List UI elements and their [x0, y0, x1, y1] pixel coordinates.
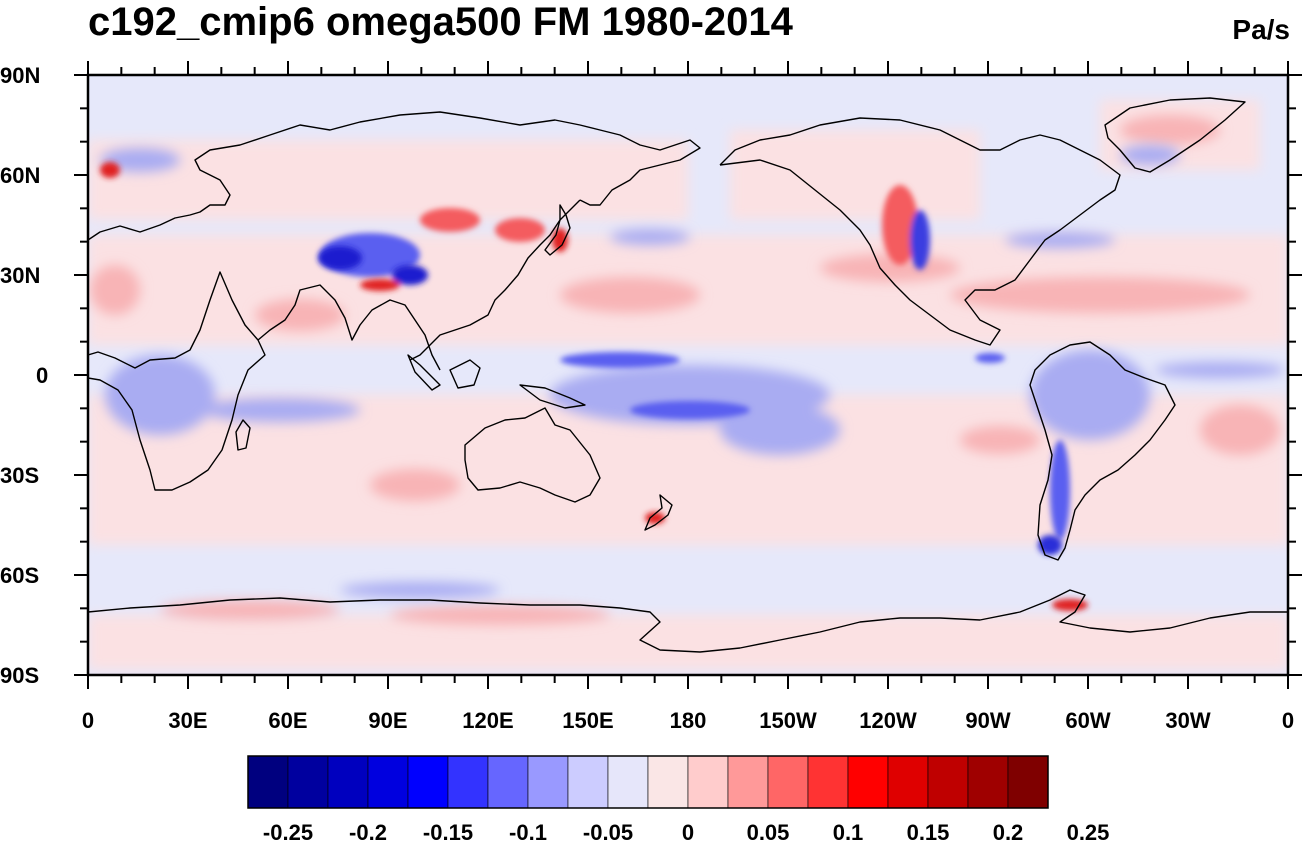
colorbar-label: 0.1: [833, 820, 864, 845]
colorbar-label: -0.2: [349, 820, 387, 845]
lat-label: 90S: [0, 663, 39, 688]
colorbar-label: -0.05: [583, 820, 633, 845]
colorbar-swatch: [687, 755, 729, 809]
colorbar-swatch: [887, 755, 929, 809]
colorbar-swatch: [247, 755, 289, 809]
lat-label: 90N: [0, 63, 40, 88]
ascent-regions: [100, 145, 1285, 598]
colorbar-swatch: [967, 755, 1009, 809]
colorbar-label: -0.25: [263, 820, 313, 845]
axis-ticks: [74, 61, 1302, 689]
coastline-japan: [544, 204, 571, 256]
lon-label: 60W: [1065, 708, 1110, 733]
colorbar-swatch: [287, 755, 329, 809]
coastline-east-asia: [409, 199, 581, 361]
coastline-australia: [464, 407, 601, 503]
colorbar-label: 0.15: [907, 820, 950, 845]
map-title: c192_cmip6 omega500 FM 1980-2014: [88, 0, 793, 44]
colorbar-frame: [247, 755, 1049, 809]
colorbar-swatch: [1007, 755, 1049, 809]
coastline-antarctica: [88, 589, 1288, 653]
coastline-sumatra: [407, 354, 441, 391]
colorbar-swatch: [927, 755, 969, 809]
orographic-noise: [100, 162, 1088, 611]
coastline-greenland: [1104, 97, 1246, 173]
lon-label: 30E: [168, 708, 207, 733]
lon-label: 120W: [859, 708, 917, 733]
lon-label: 150E: [562, 708, 613, 733]
colorbar-labels: -0.25 -0.2 -0.15 -0.1 -0.05 0 0.05 0.1 0…: [263, 820, 1109, 845]
longitude-labels: 0 30E 60E 90E 120E 150E 180 150W 120W 90…: [82, 708, 1294, 733]
coastline-south-america: [1029, 341, 1176, 561]
lon-label: 0: [82, 708, 94, 733]
field-layer: [88, 75, 1288, 675]
colorbar-swatch: [607, 755, 649, 809]
subsidence-regions: [88, 100, 1288, 670]
lat-label: 0: [36, 363, 48, 388]
lon-label: 30W: [1165, 708, 1210, 733]
lat-label: 60N: [0, 163, 40, 188]
coastlines: [88, 97, 1288, 653]
lon-label: 90E: [368, 708, 407, 733]
lon-label: 0: [1282, 708, 1294, 733]
colorbar-swatch: [447, 755, 489, 809]
latitude-labels: 90N 60N 30N 0 30S 60S 90S: [0, 63, 48, 688]
colorbar-swatch: [727, 755, 769, 809]
colorbar-swatch: [807, 755, 849, 809]
colorbar-swatch: [487, 755, 529, 809]
coastline-new-zealand: [644, 494, 673, 531]
coastline-eurasia: [88, 111, 701, 241]
colorbar-swatch: [527, 755, 569, 809]
colorbar-label: 0.2: [993, 820, 1024, 845]
colorbar-swatch: [367, 755, 409, 809]
lat-label: 30N: [0, 263, 40, 288]
colorbar-label: 0.25: [1067, 820, 1110, 845]
colorbar-swatch: [567, 755, 609, 809]
colorbar-swatch: [847, 755, 889, 809]
colorbar-swatch: [647, 755, 689, 809]
lon-label: 60E: [268, 708, 307, 733]
coastline-borneo: [449, 359, 481, 389]
lat-label: 30S: [0, 463, 39, 488]
colorbar-label: 0.05: [747, 820, 790, 845]
coastline-africa: [88, 271, 266, 491]
coastline-north-america: [719, 117, 1121, 346]
lon-label: 180: [670, 708, 707, 733]
colorbar-swatch: [407, 755, 449, 809]
coastline-new-guinea: [519, 384, 586, 409]
lon-label: 150W: [759, 708, 817, 733]
units-label: Pa/s: [1232, 14, 1290, 45]
coastline-south-asia: [257, 284, 441, 371]
colorbar: [247, 755, 1049, 809]
lat-label: 60S: [0, 563, 39, 588]
colorbar-label: -0.1: [509, 820, 547, 845]
colorbar-swatch: [327, 755, 369, 809]
coastline-madagascar: [235, 419, 251, 451]
colorbar-swatch: [767, 755, 809, 809]
colorbar-label: 0: [682, 820, 694, 845]
lon-label: 120E: [462, 708, 513, 733]
colorbar-label: -0.15: [423, 820, 473, 845]
lon-label: 90W: [965, 708, 1010, 733]
